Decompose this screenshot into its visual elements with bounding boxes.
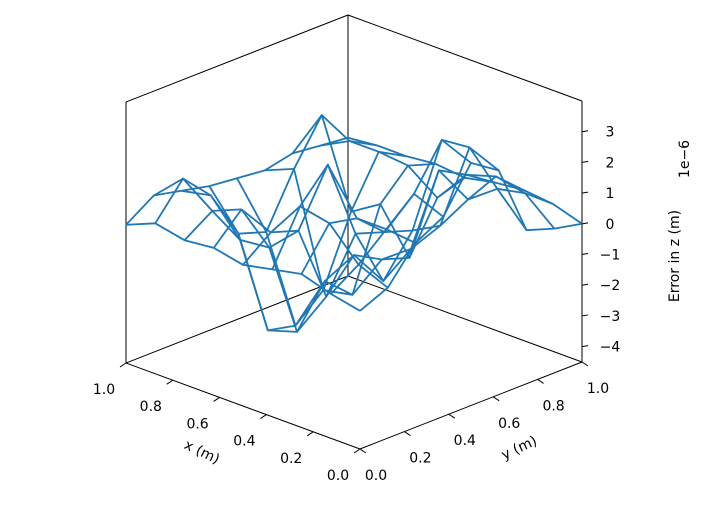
x-tick-mark-1 [166, 379, 174, 385]
z-tick-label-6: −3 [600, 309, 621, 325]
x-tick-mark-4 [306, 431, 314, 437]
x-tick-mark-0 [119, 362, 127, 368]
z-tick-label-3: 0 [606, 217, 615, 233]
wire-line-y-8 [347, 136, 583, 225]
y-tick-mark-3 [448, 413, 456, 419]
x-tick-label-4: 0.2 [280, 451, 302, 467]
z-tick-mark-4 [581, 253, 589, 256]
floor-back-edge-right [347, 275, 583, 363]
x-tick-mark-5 [353, 448, 361, 454]
x-tick-mark-2 [213, 396, 220, 402]
y-tick-mark-2 [492, 396, 500, 402]
z-tick-mark-0 [581, 130, 589, 133]
floor-back-edge-left [125, 275, 349, 364]
z-offset-label: 1e−6 [677, 140, 693, 178]
y-tick-mark-5 [359, 448, 367, 454]
y-tick-mark-4 [404, 431, 411, 437]
x-tick-label-2: 0.6 [186, 416, 208, 432]
z-tick-label-4: −1 [600, 248, 621, 264]
z-tick-label-1: 2 [606, 155, 615, 171]
z-tick-mark-1 [581, 160, 589, 163]
z-tick-mark-7 [581, 345, 589, 348]
axes-box [125, 14, 583, 450]
wire-line-y-5 [264, 146, 500, 296]
z-tick-mark-5 [581, 283, 589, 286]
x-tick-label-3: 0.4 [233, 434, 255, 450]
top-edge-left [125, 14, 349, 103]
y-tick-label-2: 0.6 [498, 416, 520, 432]
top-edge-right [347, 14, 583, 102]
x-tick-label-0: 1.0 [93, 382, 115, 398]
y-tick-label-1: 0.8 [542, 398, 564, 414]
x-axis-line [125, 362, 361, 450]
z-tick-label-5: −2 [600, 278, 621, 294]
z-tick-mark-3 [581, 222, 589, 225]
wire-line-y-3 [208, 185, 444, 333]
y-tick-label-4: 0.2 [409, 451, 431, 467]
y-tick-label-3: 0.4 [454, 433, 476, 449]
y-tick-label-5: 0.0 [365, 468, 387, 484]
axis-ticks: 1.0 0.8 0.6 0.4 0.2 0.0 1.0 0.8 0.6 0.4 0.2 0.0 3 2 1 0… [93, 125, 621, 484]
wire-line-y-4 [236, 138, 472, 327]
z-tick-mark-2 [581, 191, 589, 194]
wire-line-y-2 [181, 163, 416, 249]
z-tick-mark-6 [581, 314, 589, 317]
x-tick-label-1: 0.8 [140, 399, 162, 415]
y-tick-mark-0 [581, 361, 589, 367]
z-tick-label-0: 3 [606, 125, 615, 141]
x-tick-mark-3 [260, 414, 267, 420]
wireframe-surface [125, 114, 583, 333]
y-tick-mark-1 [537, 378, 544, 384]
z-tick-label-7: −4 [600, 340, 621, 356]
x-tick-label-5: 0.0 [327, 468, 349, 484]
z-tick-label-2: 1 [606, 186, 615, 202]
y-tick-label-0: 1.0 [587, 381, 609, 397]
wire-line-y-1 [153, 177, 389, 289]
wire-line-y-6 [291, 114, 528, 259]
z-axis-label: Error in z (m) [667, 210, 683, 302]
y-axis-line [359, 361, 583, 450]
